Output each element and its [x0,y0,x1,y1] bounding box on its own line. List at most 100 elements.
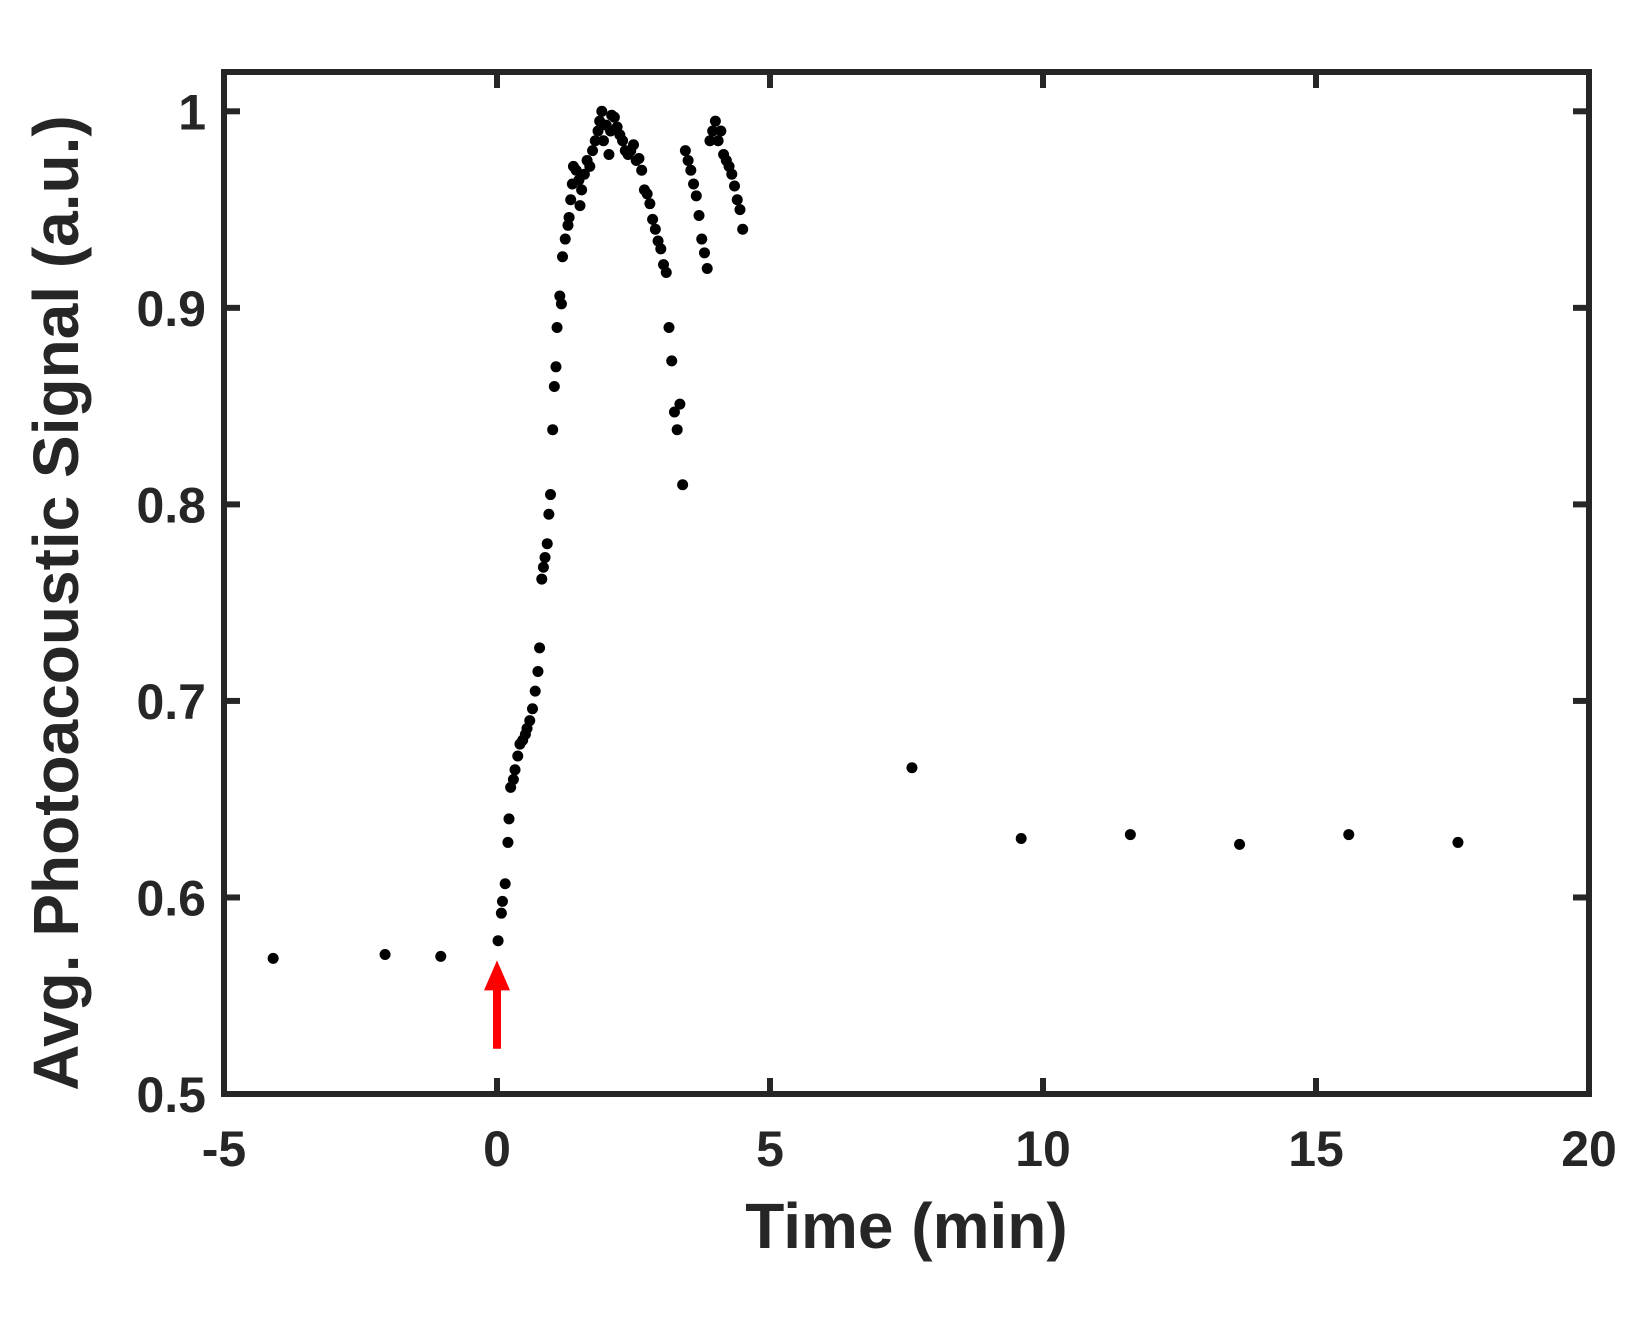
data-point [663,322,675,333]
data-point [524,715,536,727]
data-point [712,135,724,147]
data-point [563,211,575,223]
axis-ticks [221,72,1592,1097]
y-tick-label: 0.5 [136,1067,206,1123]
data-point [592,125,604,137]
plot-frame [221,69,1592,1097]
data-point [492,935,504,947]
data-point [557,251,569,263]
data-point [674,398,686,410]
data-point [545,489,557,501]
data-point [596,105,608,117]
data-point [633,152,645,164]
data-point [636,164,648,176]
data-point [704,135,716,147]
data-point [608,111,620,123]
data-point [688,178,700,190]
data-point [532,665,544,677]
data-point [578,168,590,180]
data-point [529,685,541,697]
data-point [1234,838,1246,850]
data-point [576,184,588,196]
data-point [555,298,567,310]
x-tick-label: 5 [756,1121,784,1177]
data-point [693,209,705,221]
data-point [502,836,514,848]
y-tick-label: 0.7 [136,674,206,730]
data-point [536,573,548,585]
data-point [1124,829,1136,841]
y-tick-labels: 0.5 0.6 0.7 0.8 0.9 1 [136,84,206,1123]
data-point [559,233,571,245]
data-point [698,247,710,259]
data-point [539,551,551,563]
data-point [679,145,691,157]
data-point [729,180,741,192]
x-tick-label: 15 [1288,1121,1344,1177]
y-tick-label: 0.9 [136,281,206,337]
data-point [547,424,559,436]
data-point [548,380,560,392]
data-point [647,213,659,225]
data-point [587,145,599,157]
data-point [597,135,609,147]
x-tick-label: 10 [1015,1121,1071,1177]
data-point [734,204,746,216]
data-point [641,188,653,200]
data-point [731,194,743,206]
data-point [1015,833,1027,844]
data-point [565,194,577,206]
data-point [644,198,656,210]
data-point [682,154,694,166]
annotation-arrow [484,960,510,1049]
data-point [496,895,508,907]
data-point [737,223,749,235]
data-point [660,266,672,278]
data-point [574,200,586,212]
data-point [534,642,546,654]
data-point [701,263,713,275]
y-tick-label: 0.6 [136,870,206,926]
data-point [906,762,918,774]
data-point [668,406,680,418]
data-point [537,561,549,573]
data-point [495,907,507,919]
x-tick-label: -5 [202,1121,246,1177]
data-point [570,164,582,176]
data-point [617,135,629,147]
data-point [499,878,511,890]
x-axis-label: Time (min) [745,1190,1067,1262]
data-point [726,168,738,180]
arrow-head [484,960,510,991]
data-point [715,125,727,137]
x-tick-label: 0 [483,1121,511,1177]
x-tick-label: 20 [1561,1121,1617,1177]
data-point [685,164,697,176]
data-point [603,149,615,161]
data-point [628,139,639,151]
data-point [690,190,702,202]
data-point [696,233,708,245]
data-point [267,952,279,964]
data-point [509,764,521,776]
x-tick-labels: -5 0 5 10 15 20 [202,1121,1617,1177]
data-point [666,355,678,367]
data-point [677,479,689,491]
data-points [267,105,1464,964]
y-tick-label: 1 [178,84,206,140]
y-axis-label: Avg. Photoacoustic Signal (a.u.) [20,115,92,1091]
data-point [543,508,555,520]
data-point [1343,829,1355,841]
data-point [551,322,563,333]
data-point [379,948,391,960]
data-point [584,160,596,172]
data-point [589,135,601,147]
data-point [671,424,683,436]
data-point [707,125,719,137]
data-point [512,750,524,762]
data-point [541,538,553,550]
data-point [649,223,661,235]
data-point [550,361,562,373]
data-point [1452,836,1464,848]
